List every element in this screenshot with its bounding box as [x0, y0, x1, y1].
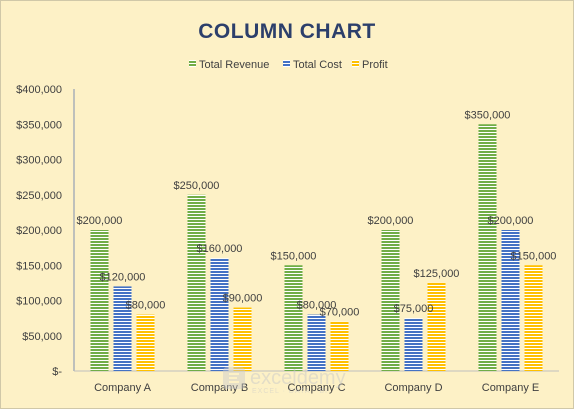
data-label: $70,000 [320, 307, 360, 319]
y-tick-label: $- [52, 366, 62, 378]
bar [284, 265, 303, 371]
y-tick-label: $300,000 [16, 155, 62, 167]
y-tick-label: $100,000 [16, 296, 62, 308]
bar [113, 286, 132, 371]
data-label: $200,000 [77, 215, 123, 227]
bar [501, 230, 520, 371]
watermark-tagline: EXCEL · DATA · BI [252, 388, 328, 395]
data-label: $250,000 [174, 180, 220, 192]
y-tick-label: $50,000 [22, 331, 62, 343]
legend-swatch [352, 60, 359, 67]
data-label: $90,000 [223, 293, 263, 305]
data-label: $75,000 [394, 303, 434, 315]
legend-swatch [283, 60, 290, 67]
data-label: $150,000 [511, 250, 557, 262]
data-label: $80,000 [297, 300, 337, 312]
bar [307, 314, 326, 371]
x-tick-label: Company D [384, 382, 442, 394]
x-axis: Company A Company B Company C Company D Comp… [74, 370, 559, 394]
y-axis: $- $50,000 $100,000 $150,000 $200,000 $250,00… [16, 84, 75, 378]
y-tick-label: $200,000 [16, 225, 62, 237]
x-tick-label: Company C [287, 382, 345, 394]
watermark-logo: exceldemy EXCEL · DATA · BI [223, 367, 346, 395]
y-tick-label: $250,000 [16, 190, 62, 202]
legend-entry: Total Revenue [199, 59, 269, 71]
legend-entry: Total Cost [293, 59, 342, 71]
x-tick-label: Company E [482, 382, 539, 394]
y-tick-label: $150,000 [16, 260, 62, 272]
bar [187, 194, 206, 371]
x-tick-label: Company B [191, 382, 248, 394]
bar [381, 230, 400, 371]
bar [136, 314, 155, 371]
watermark-text: exceldemy [250, 367, 346, 389]
bar [478, 124, 497, 371]
x-tick-label: Company A [94, 382, 152, 394]
bars [90, 124, 543, 371]
legend-entry: Profit [362, 59, 388, 71]
chart-title: COLUMN CHART [198, 20, 375, 43]
data-label: $80,000 [126, 300, 166, 312]
bar [330, 321, 349, 371]
data-labels: $200,000 $120,000 $80,000 $250,000 $160,000 $… [77, 109, 557, 318]
bar [233, 307, 252, 371]
bar [90, 230, 109, 371]
y-tick-label: $350,000 [16, 119, 62, 131]
y-tick-label: $400,000 [16, 84, 62, 96]
data-label: $120,000 [100, 271, 146, 283]
legend: Total Revenue Total Cost Profit [189, 59, 388, 71]
data-label: $200,000 [368, 215, 414, 227]
bar [210, 258, 229, 371]
data-label: $350,000 [465, 109, 511, 121]
data-label: $150,000 [271, 250, 317, 262]
legend-swatch [189, 60, 196, 67]
data-label: $125,000 [414, 268, 460, 280]
bar [427, 282, 446, 371]
data-label: $160,000 [197, 243, 243, 255]
watermark-icon [223, 367, 245, 389]
bar [524, 265, 543, 371]
bar [404, 318, 423, 371]
data-label: $200,000 [488, 215, 534, 227]
